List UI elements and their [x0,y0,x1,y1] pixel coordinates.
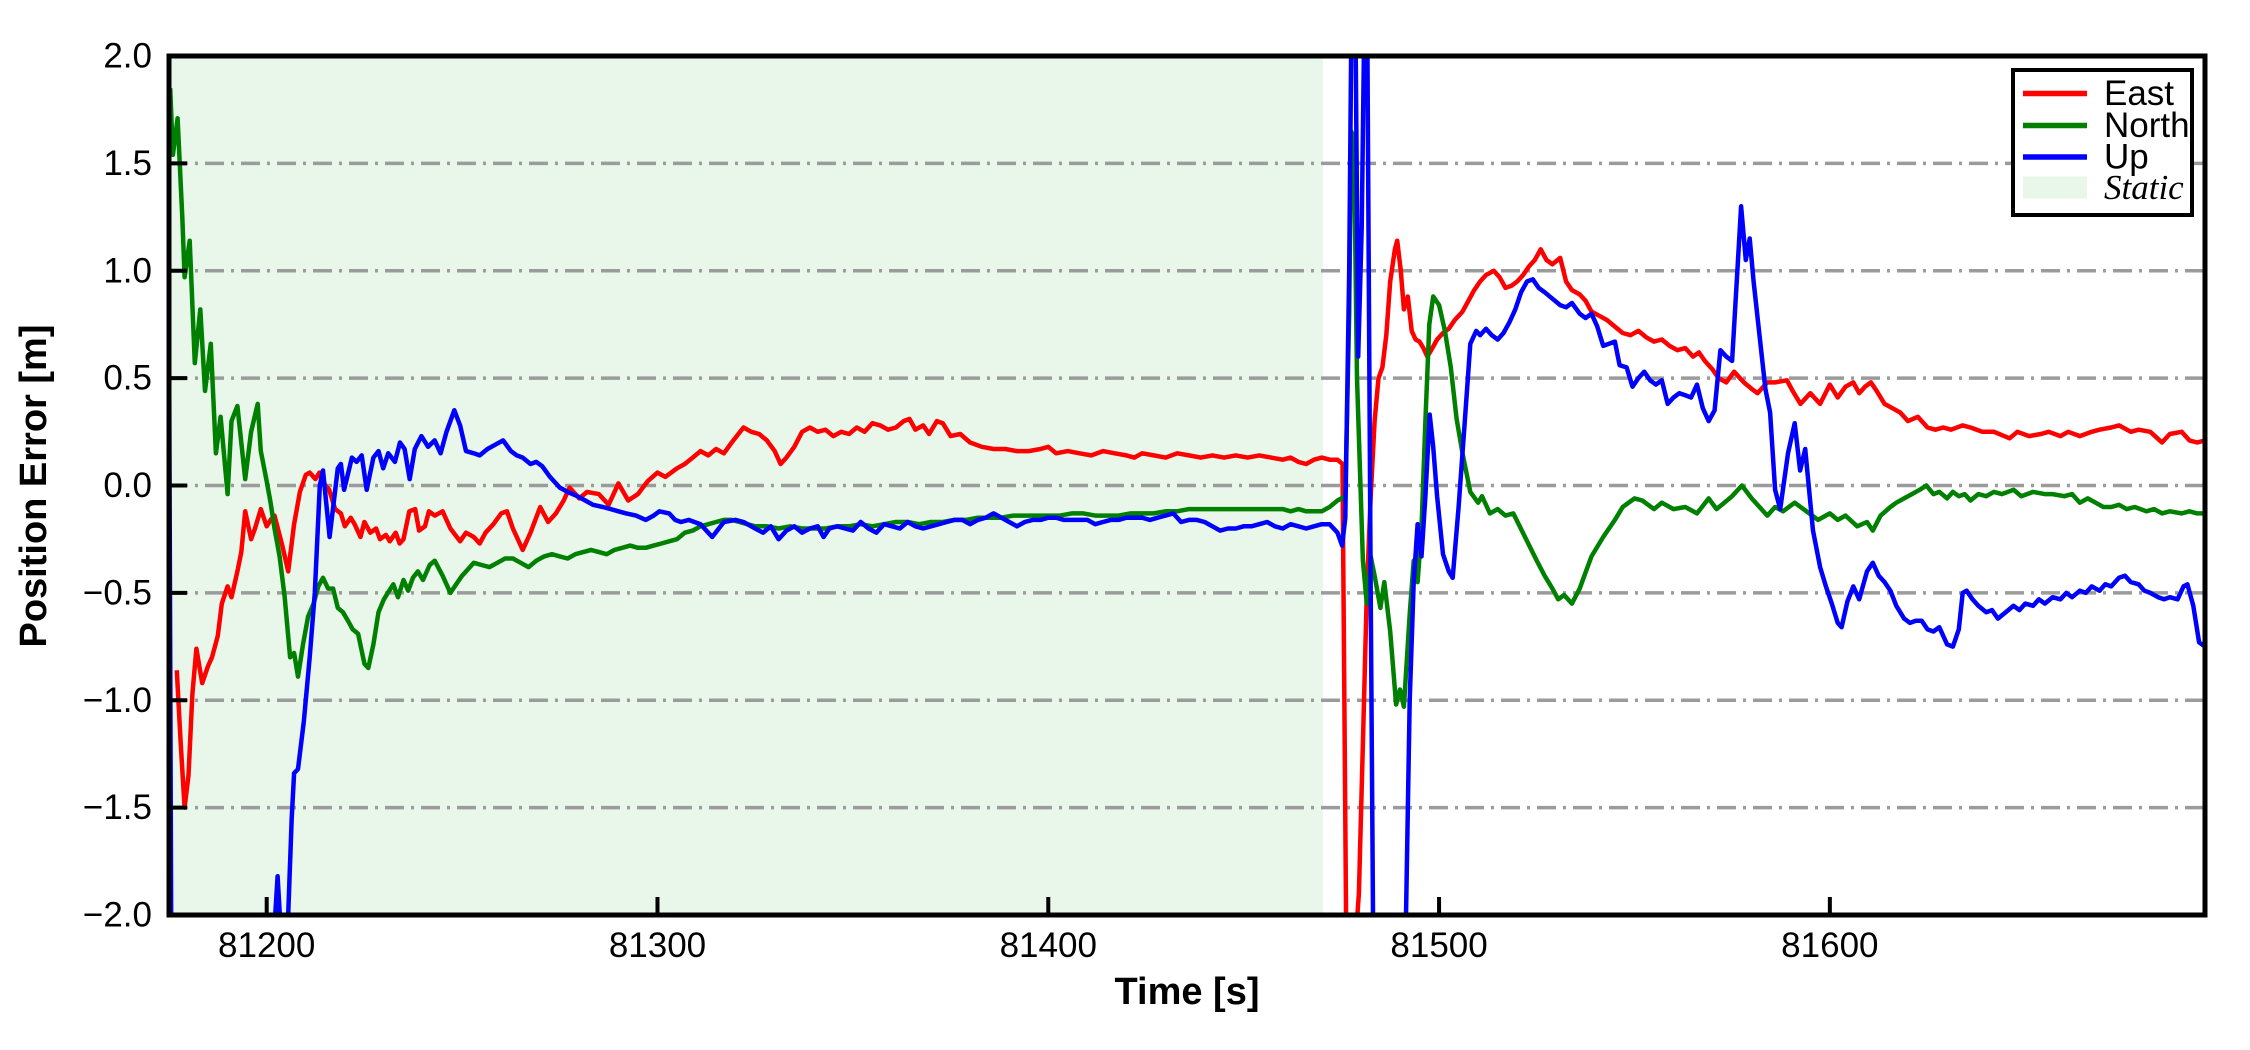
axis-ticks [171,54,1832,917]
y-tick-label: −0.5 [83,573,152,612]
series-up-line [167,54,2207,917]
series-lines [167,54,2207,917]
x-tick-label: 81500 [1390,926,1487,965]
legend-label-east: East [2104,74,2174,113]
y-tick-label: 0.5 [103,359,152,398]
legend-label-static: Static [2104,168,2184,207]
legend-patch-static [2023,176,2087,199]
x-tick-label: 81300 [609,926,706,965]
y-tick-label: 2.0 [103,37,152,76]
x-tick-label: 81200 [218,926,315,965]
x-axis-label: Time [s] [1114,971,1259,1013]
y-tick-label: −2.0 [83,896,152,935]
legend-label-up: Up [2104,138,2149,177]
series-north-line [167,88,2205,709]
y-tick-label: −1.5 [83,788,152,827]
axis-tick-labels: 81200 81300 81400 81500 81600 2.0 1.5 1.0 0.5 0.0… [83,37,1879,966]
legend-label-north: North [2104,106,2190,145]
x-tick-label: 81600 [1781,926,1878,965]
x-tick-label: 81400 [1000,926,1097,965]
series-east-line [174,238,2206,917]
y-tick-label: 1.5 [103,144,152,183]
y-axis-label: Position Error [m] [13,324,55,647]
y-tick-label: 0.0 [103,466,152,505]
y-tick-label: 1.0 [103,251,152,290]
plot-frame [166,53,2208,918]
gridlines [169,161,2205,810]
y-tick-label: −1.0 [83,681,152,720]
legend: East North Up Static [2011,68,2194,217]
